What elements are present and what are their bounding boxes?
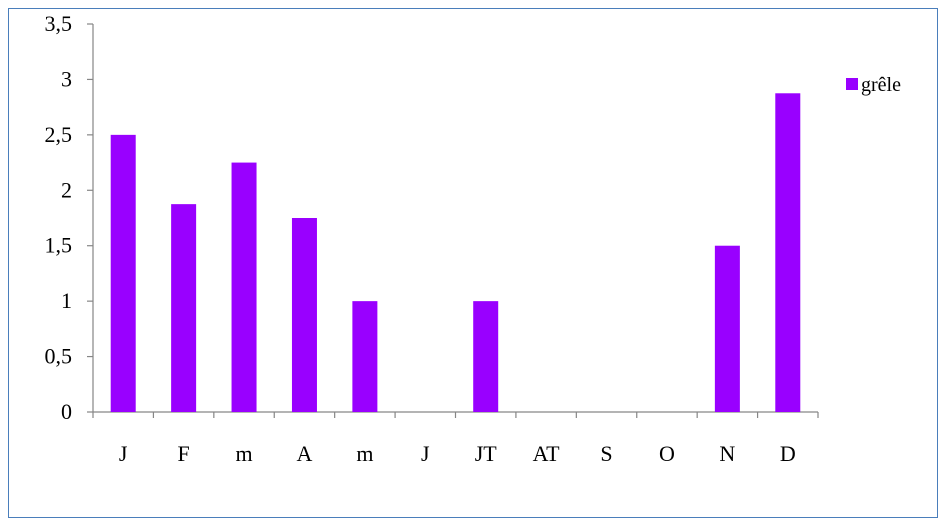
y-tick-label: 3,5	[45, 11, 73, 36]
x-tick-label: F	[178, 441, 190, 466]
x-tick-label: m	[235, 441, 252, 466]
x-tick-label: JT	[475, 441, 498, 466]
y-axis: 0 0,5 1 1,5 2 2,5 3 3,5	[45, 11, 94, 424]
legend: grêle	[846, 74, 901, 96]
bar-jt-6	[473, 301, 499, 412]
x-tick-label: D	[780, 441, 796, 466]
bars	[110, 93, 801, 413]
x-tick-label: m	[356, 441, 373, 466]
x-tick-label: J	[421, 441, 430, 466]
y-tick-label: 2,5	[45, 122, 73, 147]
bar-f-1	[171, 204, 197, 412]
bar-a-3	[291, 218, 317, 412]
y-tick-label: 3	[61, 66, 72, 91]
bar-m-2	[231, 162, 257, 412]
bar-n-10	[714, 245, 740, 412]
x-tick-label: J	[119, 441, 128, 466]
y-tick-label: 2	[61, 177, 72, 202]
bar-m-4	[352, 301, 378, 412]
y-tick-label: 0,5	[45, 344, 73, 369]
x-tick-label: A	[297, 441, 313, 466]
y-tick-label: 0	[61, 399, 72, 424]
bar-d-11	[775, 93, 801, 413]
bar-j-0	[110, 134, 136, 412]
x-tick-label: N	[719, 441, 735, 466]
legend-swatch	[846, 78, 858, 90]
y-tick-label: 1	[61, 288, 72, 313]
x-tick-label: O	[659, 441, 675, 466]
x-tick-label: S	[600, 441, 612, 466]
y-tick-label: 1,5	[45, 233, 73, 258]
legend-label: grêle	[861, 74, 901, 96]
x-tick-label: AT	[533, 441, 560, 466]
